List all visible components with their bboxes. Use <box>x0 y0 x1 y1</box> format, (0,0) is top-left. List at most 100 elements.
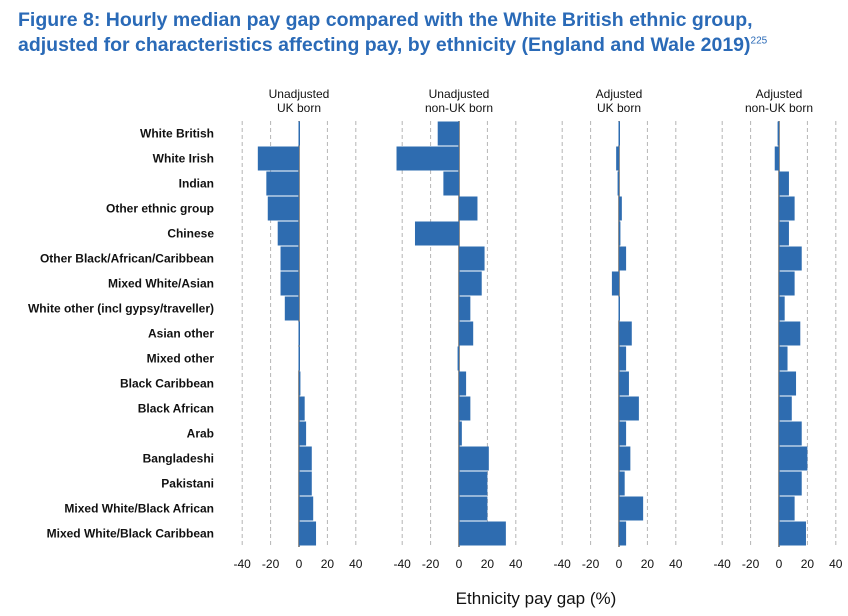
panel-subtitle: non-UK born <box>745 101 813 115</box>
bar <box>459 421 462 446</box>
category-label: Other ethnic group <box>106 202 214 216</box>
x-tick-label: 20 <box>801 557 815 571</box>
bar <box>414 221 459 246</box>
bar <box>266 171 299 196</box>
bar <box>619 321 632 346</box>
bar <box>459 396 471 421</box>
bar <box>616 146 619 171</box>
x-tick-label: -20 <box>582 557 600 571</box>
bar <box>280 246 299 271</box>
bar <box>459 371 467 396</box>
bar <box>777 121 779 146</box>
x-tick-label: -40 <box>234 557 252 571</box>
title-line-2: adjusted for characteristics affecting p… <box>18 34 751 56</box>
bar <box>257 146 299 171</box>
panel-title: Adjusted <box>756 87 803 101</box>
x-tick-label: -40 <box>554 557 572 571</box>
bar <box>617 171 619 196</box>
bar <box>457 346 459 371</box>
panel-title: Unadjusted <box>269 87 330 101</box>
x-tick-label: 40 <box>669 557 683 571</box>
bar <box>619 396 639 421</box>
panel-title: Unadjusted <box>429 87 490 101</box>
bar <box>459 496 488 521</box>
category-label: Mixed other <box>147 352 215 366</box>
bar <box>619 346 627 371</box>
bar <box>779 421 802 446</box>
x-tick-label: 0 <box>296 557 303 571</box>
x-tick-label: -40 <box>714 557 732 571</box>
bar <box>459 471 488 496</box>
bar <box>779 446 808 471</box>
bar <box>443 171 459 196</box>
bar <box>779 296 785 321</box>
x-tick-label: -20 <box>262 557 280 571</box>
x-tick-label: 40 <box>349 557 363 571</box>
x-tick-label: -40 <box>394 557 412 571</box>
category-label: Bangladeshi <box>143 452 214 466</box>
x-tick-label: 0 <box>616 557 623 571</box>
category-label: Pakistani <box>161 477 214 491</box>
bar <box>437 121 459 146</box>
bar <box>299 371 301 396</box>
x-tick-label: 0 <box>456 557 463 571</box>
category-label: Chinese <box>167 227 214 241</box>
category-label: White other (incl gypsy/traveller) <box>28 302 214 316</box>
bar <box>280 271 299 296</box>
bar <box>779 221 789 246</box>
bar <box>619 196 622 221</box>
bar <box>779 196 795 221</box>
bar <box>779 371 797 396</box>
bar <box>299 471 312 496</box>
bar <box>779 246 802 271</box>
bar <box>779 346 788 371</box>
bar <box>779 396 792 421</box>
bar <box>779 171 789 196</box>
x-tick-label: 20 <box>321 557 335 571</box>
bar <box>298 321 300 346</box>
bar <box>299 421 307 446</box>
bar <box>618 121 620 146</box>
category-label: White British <box>140 127 214 141</box>
bar <box>779 521 806 546</box>
category-label: Indian <box>179 177 214 191</box>
bar <box>619 371 629 396</box>
bar <box>298 121 300 146</box>
bar <box>277 221 299 246</box>
bar <box>779 321 801 346</box>
category-label: Black Caribbean <box>120 377 214 391</box>
bar <box>779 471 802 496</box>
bar <box>459 271 482 296</box>
bar <box>284 296 299 321</box>
bar <box>459 521 506 546</box>
category-label: Arab <box>187 427 214 441</box>
category-labels: White British White Irish Indian Other ethn… <box>28 127 214 541</box>
category-label: Mixed White/Black Caribbean <box>47 527 214 541</box>
bar <box>459 321 474 346</box>
title-line-1: Figure 8: Hourly median pay gap compared… <box>18 9 753 31</box>
chart-panels: Unadjusted UK born -40 -20 0 20 40 Unadjusted no… <box>234 87 843 571</box>
bar <box>618 296 620 321</box>
bar <box>459 446 489 471</box>
bar <box>299 446 312 471</box>
bar <box>619 446 631 471</box>
category-label: Mixed White/Asian <box>108 277 214 291</box>
x-tick-label: 40 <box>829 557 843 571</box>
bar <box>267 196 299 221</box>
bar <box>619 521 627 546</box>
x-axis-label: Ethnicity pay gap (%) <box>456 589 617 608</box>
bar <box>459 296 471 321</box>
bar <box>459 246 485 271</box>
bar <box>774 146 779 171</box>
panel-title: Adjusted <box>596 87 643 101</box>
bar <box>299 396 305 421</box>
x-tick-label: -20 <box>422 557 440 571</box>
panel-subtitle: UK born <box>597 101 641 115</box>
bar <box>459 196 478 221</box>
bar <box>779 271 795 296</box>
x-tick-label: 40 <box>509 557 523 571</box>
category-label: Black African <box>138 402 214 416</box>
